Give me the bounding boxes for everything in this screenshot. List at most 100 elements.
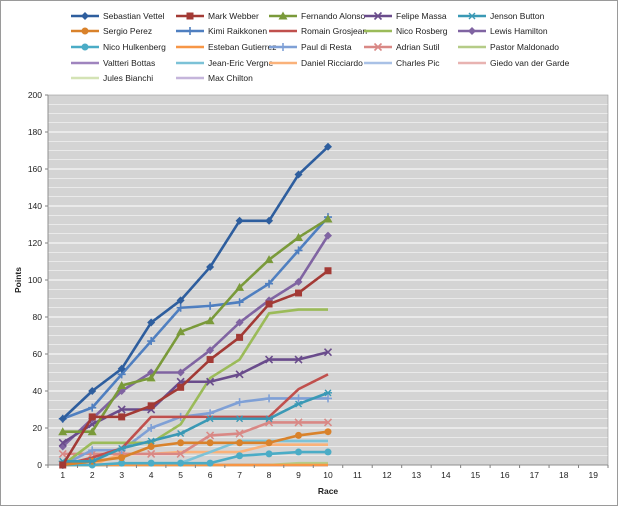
data-point [324,142,332,151]
y-tick-label: 0 [37,460,42,470]
data-point [235,415,244,423]
x-tick-label: 19 [589,470,599,480]
data-point [236,452,244,460]
data-point [294,170,303,179]
legend-item-nico-rosberg: Nico Rosberg [364,26,448,36]
data-point [324,448,332,456]
legend-label: Giedo van der Garde [490,58,570,68]
data-point [206,459,214,467]
legend-label: Lewis Hamilton [490,26,548,36]
data-point [176,368,185,377]
data-point [176,303,185,312]
data-point [235,318,244,327]
data-point [236,333,244,341]
legend-item-lewis-hamilton: Lewis Hamilton [458,26,548,36]
data-point [88,387,97,395]
data-point [323,418,333,427]
data-point [118,454,126,462]
legend-label: Valtteri Bottas [103,58,155,68]
legend-item-mark-webber: Mark Webber [176,11,259,21]
data-point [264,355,274,364]
data-point [58,427,68,436]
x-tick-label: 2 [90,470,95,480]
data-point [295,431,303,439]
data-point [294,418,303,427]
data-point [295,289,303,297]
legend-label: Jenson Button [490,11,545,21]
y-tick-label: 140 [28,201,42,211]
y-tick-label: 180 [28,127,42,137]
data-point [147,449,156,458]
data-point [324,267,332,275]
y-tick-label: 100 [28,275,42,285]
data-point [146,373,156,382]
data-point [235,298,244,307]
legend-item-charles-pic: Charles Pic [364,58,440,68]
data-point [176,449,185,458]
y-axis-title: Points [13,267,23,293]
data-point [118,459,126,467]
legend-label: Fernando Alonso [301,11,366,21]
data-point [176,327,186,336]
series-line-nico-rosberg [61,308,328,467]
legend-label: Adrian Sutil [396,42,440,52]
data-point [176,296,185,305]
data-point [147,318,156,327]
data-point [177,459,185,467]
legend-item-fernando-alonso: Fernando Alonso [269,11,366,21]
legend-label: Daniel Ricciardo [301,58,363,68]
data-point [324,231,332,240]
legend-marker [81,27,89,35]
data-point [147,402,155,410]
data-point [265,450,273,458]
data-point [59,461,67,469]
x-tick-label: 10 [323,470,333,480]
legend-marker [81,43,89,51]
data-point [295,448,303,456]
x-tick-label: 13 [412,470,422,480]
legend-marker [278,11,288,20]
x-tick-label: 16 [500,470,510,480]
legend-item-max-chilton: Max Chilton [176,73,253,83]
series-line-mark-webber [61,269,329,466]
series-fernando-alonso [58,214,333,436]
data-point [177,439,185,447]
legend-item-kimi-raikkonen: Kimi Raikkonen [176,26,267,36]
y-tick-label: 160 [28,164,42,174]
data-point [117,364,126,373]
legend-item-giedo-van-der-garde: Giedo van der Garde [458,58,570,68]
legend-item-nico-hulkenberg: Nico Hulkenberg [71,42,166,52]
legend-item-jenson-button: Jenson Button [458,11,545,21]
data-point [324,428,332,436]
legend-item-sergio-perez: Sergio Perez [71,26,152,36]
legend-label: Jules Bianchi [103,73,153,83]
data-point [294,394,303,403]
series-line-nico-hulkenberg [62,450,328,467]
legend-item-esteban-gutierrez: Esteban Gutierrez [176,42,277,52]
legend-marker [186,12,194,20]
data-point [265,415,274,423]
data-point [177,383,185,391]
legend-item-romain-grosjean: Romain Grosjean [269,26,367,36]
legend-marker [373,42,383,52]
x-tick-label: 1 [60,470,65,480]
data-point [235,429,244,438]
data-point [147,337,156,346]
x-tick-label: 4 [149,470,154,480]
x-tick-label: 5 [178,470,183,480]
data-point [265,216,274,225]
x-tick-label: 11 [353,470,362,480]
y-tick-label: 60 [33,349,43,359]
plot-area [47,94,609,469]
y-tick-label: 200 [28,90,42,100]
data-point [265,279,274,288]
data-point [235,216,244,225]
x-tick-label: 8 [267,470,272,480]
data-point [58,438,67,447]
y-tick-label: 80 [33,312,43,322]
legend-label: Nico Rosberg [396,26,448,36]
data-point [117,405,126,414]
series-line-paul-di-resta [62,397,328,467]
